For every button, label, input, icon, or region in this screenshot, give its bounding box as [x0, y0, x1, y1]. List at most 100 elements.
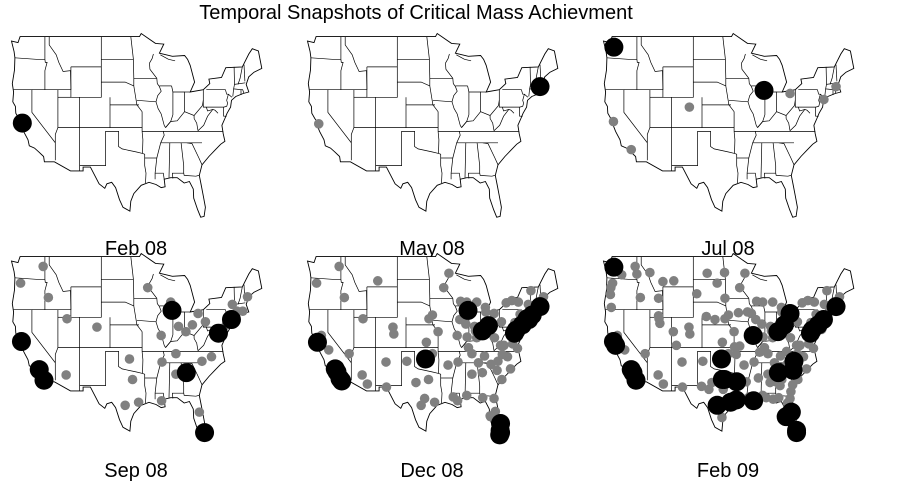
active-site-dot: [372, 276, 383, 286]
active-site-dot: [512, 343, 523, 354]
state-border: [375, 351, 443, 404]
state-border: [206, 89, 233, 98]
state-border: [432, 319, 453, 323]
critical-mass-dot: [787, 423, 807, 443]
state-border: [241, 89, 245, 94]
state-border: [226, 94, 229, 107]
active-site-dot: [658, 276, 668, 287]
active-site-dot: [720, 293, 730, 304]
active-site-dot: [433, 326, 443, 337]
active-site-dot: [492, 365, 502, 376]
active-site-dot: [691, 288, 702, 299]
active-site-dot: [411, 377, 421, 388]
state-border: [101, 81, 134, 87]
us-map: [10, 252, 263, 443]
active-site-dot: [507, 295, 517, 306]
state-border: [79, 131, 147, 184]
active-site-dot: [194, 407, 205, 417]
active-site-dot: [358, 313, 368, 324]
state-border: [171, 85, 174, 93]
state-border: [70, 36, 102, 98]
active-site-dot: [671, 340, 682, 351]
state-border: [818, 94, 821, 107]
state-border: [54, 309, 59, 363]
state-border: [763, 305, 766, 313]
active-site-dot: [606, 282, 616, 293]
state-border: [467, 85, 470, 93]
panel-date-label: Jul 08: [701, 238, 755, 260]
state-border: [728, 99, 749, 103]
us-outline: [602, 32, 855, 218]
state-border: [829, 66, 835, 85]
state-border: [44, 36, 48, 90]
state-border: [366, 36, 398, 98]
critical-mass-dot: [783, 360, 803, 380]
critical-mass-dot: [626, 370, 646, 390]
active-site-dot: [197, 356, 207, 367]
state-border: [605, 309, 648, 381]
active-site-dot: [489, 332, 500, 343]
state-border: [350, 89, 355, 143]
active-site-dot: [746, 308, 757, 319]
state-border: [48, 256, 72, 310]
critical-mass-dot: [195, 423, 215, 443]
critical-mass-dot: [478, 316, 498, 336]
state-border: [489, 100, 500, 116]
critical-mass-dot: [221, 310, 241, 330]
state-border: [237, 66, 243, 85]
active-site-dot: [181, 326, 191, 337]
active-site-dot: [751, 296, 762, 307]
state-border: [193, 338, 199, 351]
active-site-dot: [668, 276, 679, 286]
active-site-dot: [206, 351, 217, 362]
state-border: [168, 142, 171, 178]
state-border: [835, 64, 838, 82]
active-site-dot: [444, 268, 454, 279]
us-map: [602, 252, 855, 443]
active-site-dot: [127, 374, 138, 385]
us-map: [602, 32, 855, 218]
active-site-dot: [785, 88, 795, 99]
critical-mass-dot: [768, 363, 788, 383]
state-border: [340, 36, 344, 90]
active-site-dot: [712, 278, 722, 288]
critical-mass-dot: [458, 300, 478, 320]
active-site-dot: [171, 348, 181, 359]
state-border: [165, 111, 195, 128]
active-site-dot: [719, 267, 730, 278]
state-border: [160, 274, 176, 282]
state-border: [662, 36, 694, 98]
active-site-dot: [822, 285, 832, 296]
active-site-dot: [38, 261, 48, 272]
active-site-dot: [740, 268, 750, 279]
active-site-dot: [486, 359, 496, 370]
active-site-dot: [685, 329, 695, 339]
state-border: [741, 53, 758, 128]
us-outline: [10, 252, 263, 438]
active-site-dot: [427, 310, 438, 320]
active-site-dot: [653, 293, 664, 304]
critical-mass-dot: [712, 369, 732, 389]
state-border: [344, 36, 368, 90]
critical-mass-dot: [490, 425, 510, 445]
state-border: [797, 106, 805, 112]
state-border: [14, 57, 45, 60]
active-site-dot: [334, 261, 344, 272]
active-site-dot: [831, 81, 841, 92]
active-site-dot: [787, 380, 798, 390]
active-site-dot: [496, 317, 507, 327]
active-site-dot: [242, 291, 253, 302]
active-site-dot: [402, 356, 412, 367]
active-site-dot: [142, 282, 153, 293]
active-site-dot: [173, 321, 184, 332]
active-site-dot: [684, 102, 695, 112]
state-border: [70, 256, 102, 318]
state-border: [662, 256, 694, 318]
state-border: [522, 94, 525, 107]
state-border: [528, 66, 531, 97]
active-site-dot: [429, 397, 440, 408]
active-site-dot: [808, 343, 819, 354]
state-border: [456, 274, 472, 282]
state-border: [605, 89, 648, 161]
state-border: [671, 131, 739, 184]
